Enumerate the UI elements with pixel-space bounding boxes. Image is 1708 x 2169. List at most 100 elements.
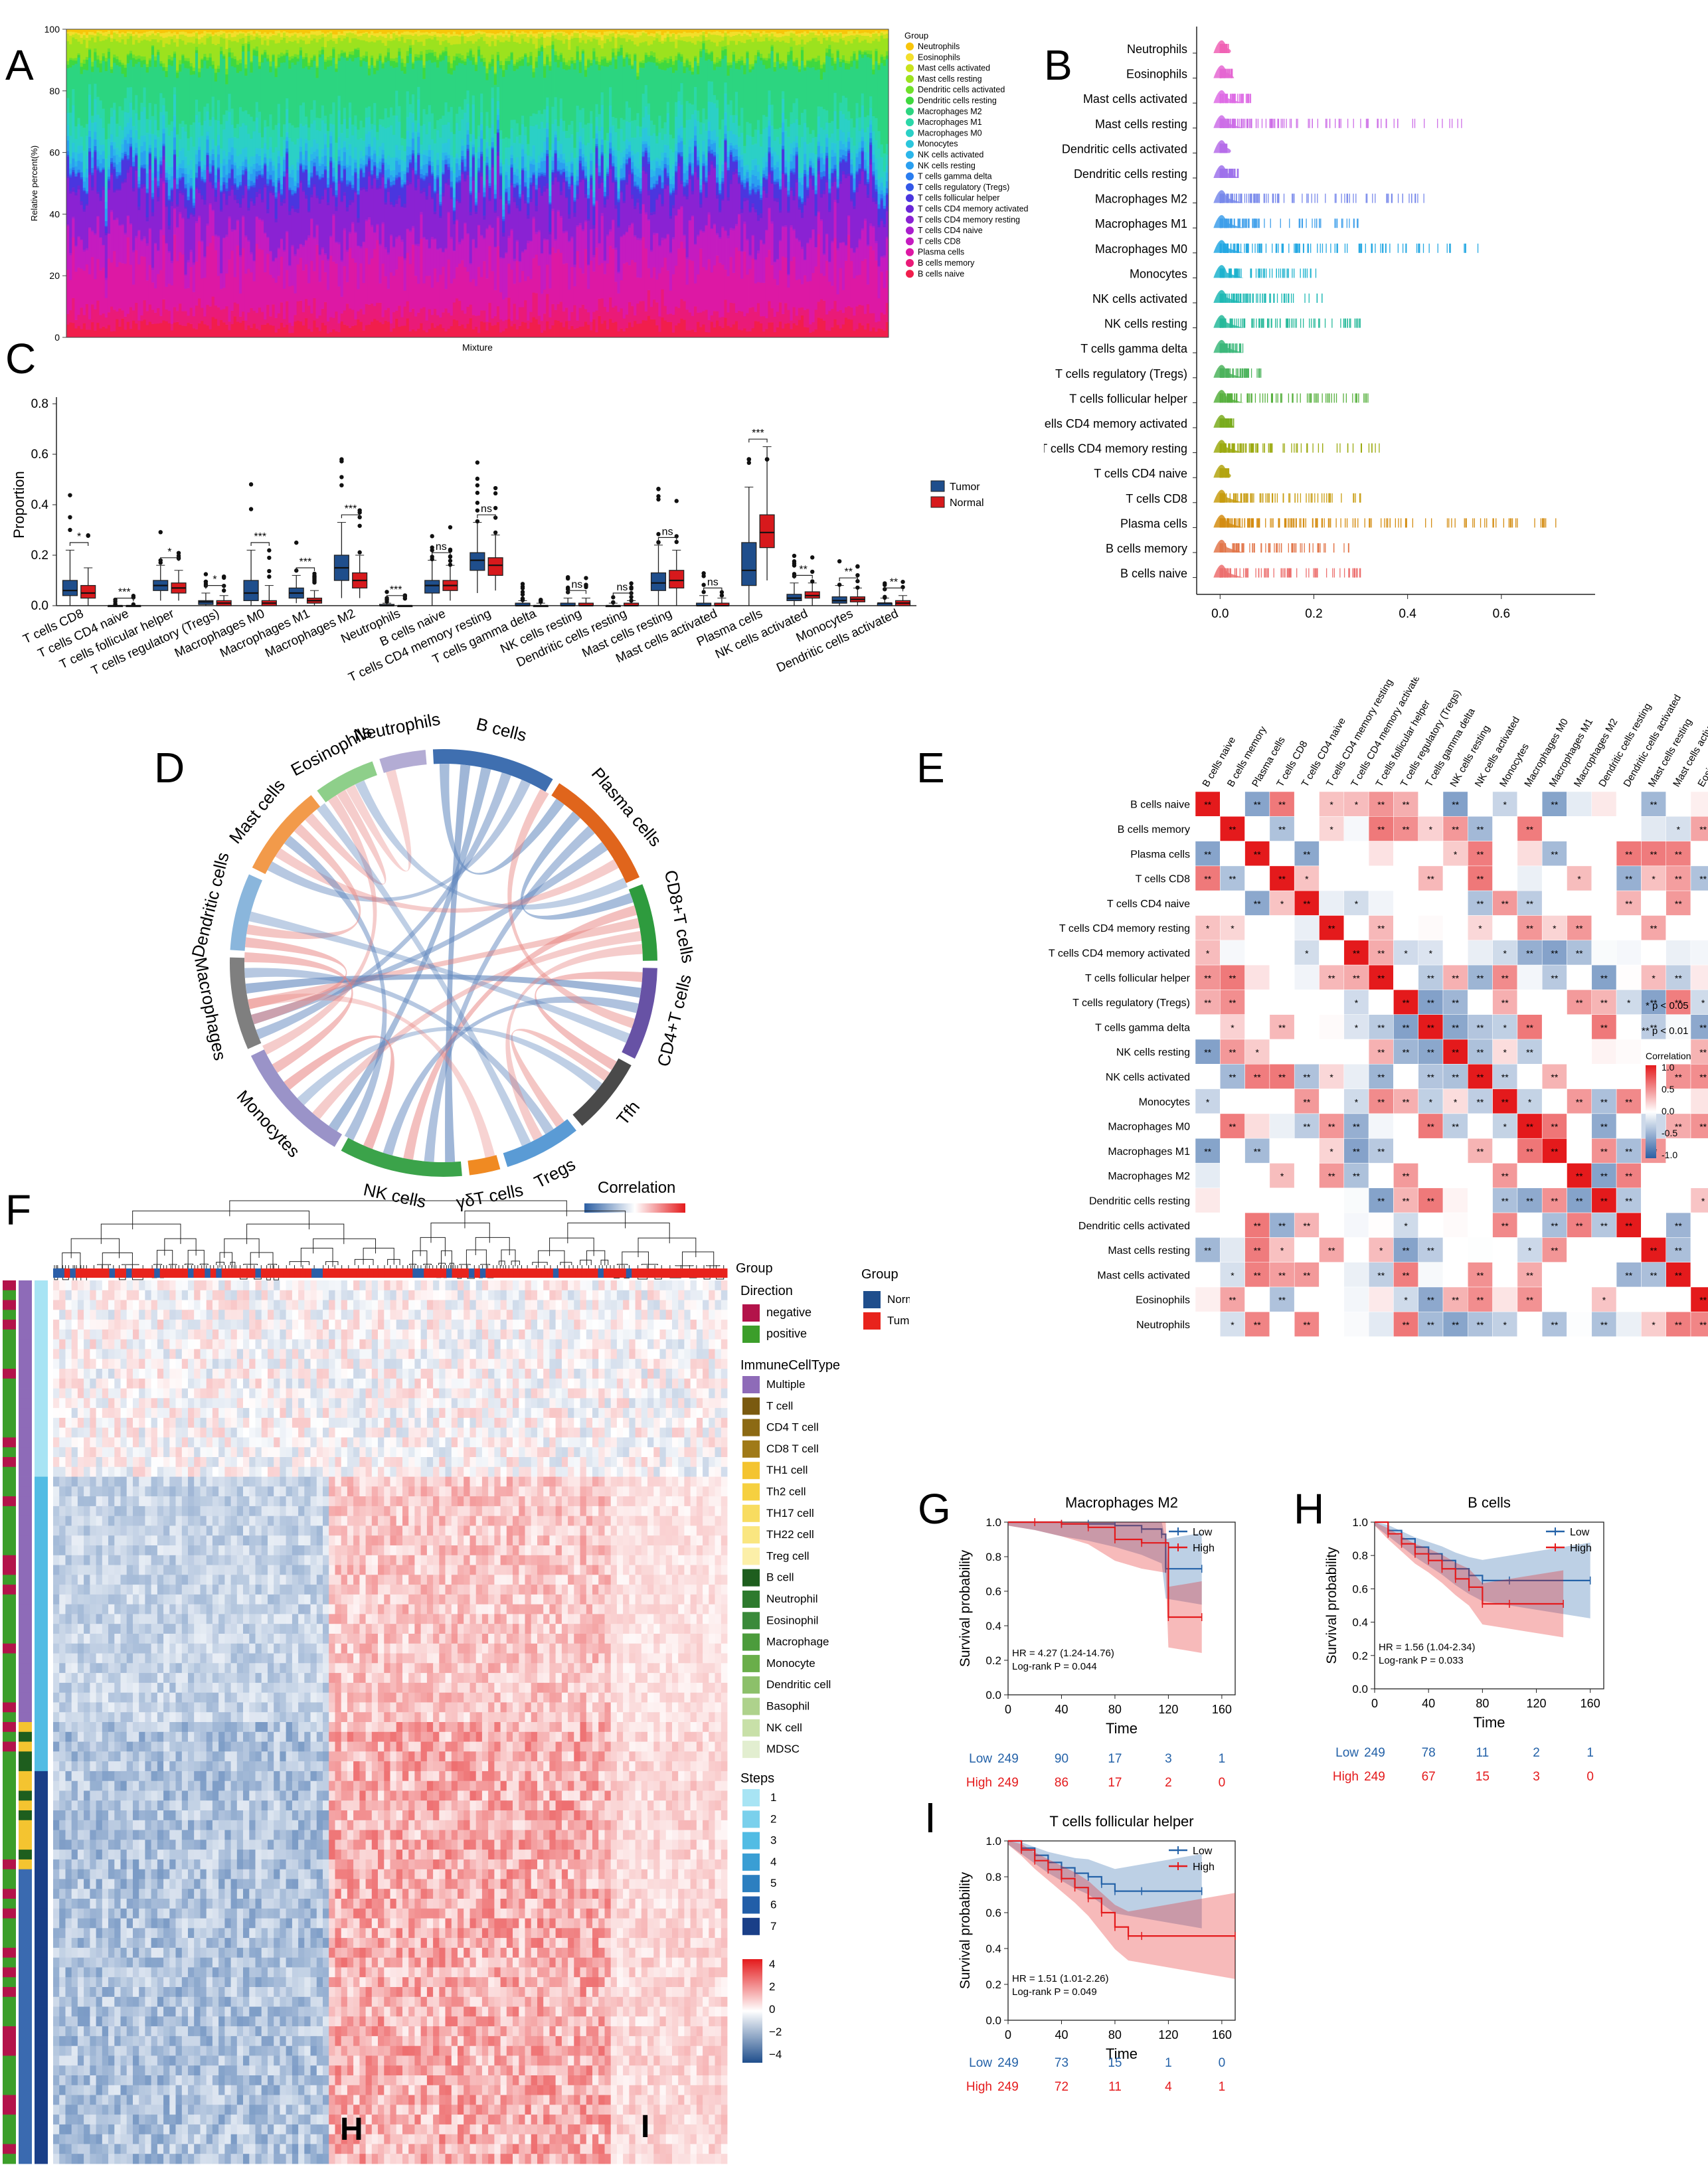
area-segment: [570, 33, 574, 37]
area-segment: [592, 180, 596, 192]
area-segment: [461, 109, 464, 120]
area-segment: [74, 126, 78, 139]
area-segment: [450, 106, 454, 132]
area-segment: [617, 177, 620, 189]
area-segment: [510, 183, 514, 186]
area-segment: [154, 29, 157, 33]
area-segment: [395, 160, 398, 175]
area-segment: [606, 175, 610, 196]
area-segment: [206, 68, 209, 104]
area-segment: [345, 186, 349, 207]
area-segment: [502, 164, 505, 190]
area-segment: [634, 120, 637, 138]
area-segment: [77, 189, 81, 236]
area-segment: [675, 143, 678, 151]
area-segment: [222, 54, 226, 56]
area-segment: [351, 50, 355, 55]
area-segment: [157, 159, 160, 165]
area-segment: [622, 163, 626, 178]
area-segment: [524, 126, 527, 135]
area-segment: [562, 153, 566, 160]
area-segment: [340, 321, 344, 338]
area-segment: [606, 311, 610, 330]
area-segment: [513, 174, 517, 184]
area-segment: [592, 29, 596, 33]
area-segment: [220, 185, 223, 191]
area-segment: [118, 33, 122, 37]
area-segment: [192, 146, 196, 179]
area-segment: [154, 156, 157, 159]
area-segment: [425, 39, 429, 50]
area-segment: [474, 315, 478, 327]
area-segment: [132, 66, 135, 110]
area-segment: [222, 191, 226, 194]
area-segment: [411, 155, 415, 168]
area-segment: [179, 213, 182, 252]
area-segment: [450, 315, 454, 327]
area-segment: [162, 146, 165, 156]
area-segment: [269, 175, 272, 179]
area-segment: [647, 36, 651, 46]
area-segment: [485, 175, 489, 180]
area-segment: [351, 200, 355, 203]
area-segment: [286, 232, 289, 270]
area-segment: [644, 32, 648, 34]
area-segment: [277, 156, 281, 164]
area-segment: [518, 307, 522, 326]
area-segment: [266, 29, 270, 35]
area-segment: [165, 172, 169, 178]
area-segment: [99, 201, 103, 238]
area-segment: [535, 114, 539, 125]
area-segment: [206, 169, 209, 224]
area-segment: [214, 29, 218, 33]
area-segment: [230, 41, 234, 53]
area-segment: [502, 205, 505, 210]
area-segment: [641, 170, 645, 205]
area-segment: [323, 302, 327, 326]
area-segment: [422, 307, 426, 331]
area-segment: [113, 190, 116, 193]
area-segment: [272, 29, 276, 34]
area-segment: [408, 39, 412, 46]
area-segment: [663, 169, 667, 185]
area-segment: [252, 156, 256, 165]
area-segment: [491, 98, 495, 125]
area-segment: [329, 331, 333, 338]
area-segment: [587, 39, 590, 59]
area-segment: [573, 217, 576, 265]
area-segment: [296, 213, 300, 249]
area-segment: [327, 290, 330, 322]
area-segment: [677, 32, 681, 35]
area-segment: [420, 41, 423, 52]
area-segment: [398, 164, 401, 173]
area-segment: [483, 66, 486, 139]
area-segment: [371, 35, 374, 42]
area-segment: [343, 310, 347, 325]
area-segment: [288, 187, 292, 190]
area-segment: [669, 58, 673, 68]
area-segment: [206, 304, 209, 326]
area-segment: [96, 168, 100, 171]
area-segment: [225, 188, 228, 191]
area-segment: [562, 163, 566, 169]
area-segment: [315, 244, 319, 319]
area-segment: [617, 200, 620, 203]
area-segment: [592, 311, 596, 320]
area-segment: [675, 102, 678, 117]
area-segment: [464, 61, 467, 66]
area-segment: [118, 126, 122, 151]
area-segment: [683, 235, 687, 249]
area-segment: [214, 120, 218, 146]
area-segment: [242, 195, 245, 199]
area-segment: [649, 212, 653, 216]
area-segment: [371, 55, 374, 58]
area-segment: [159, 150, 163, 157]
area-segment: [680, 207, 683, 242]
area-segment: [598, 183, 602, 189]
area-segment: [211, 29, 215, 35]
area-segment: [663, 122, 667, 134]
area-segment: [94, 131, 97, 139]
area-segment: [671, 208, 675, 238]
area-segment: [458, 130, 462, 158]
area-segment: [430, 161, 434, 166]
